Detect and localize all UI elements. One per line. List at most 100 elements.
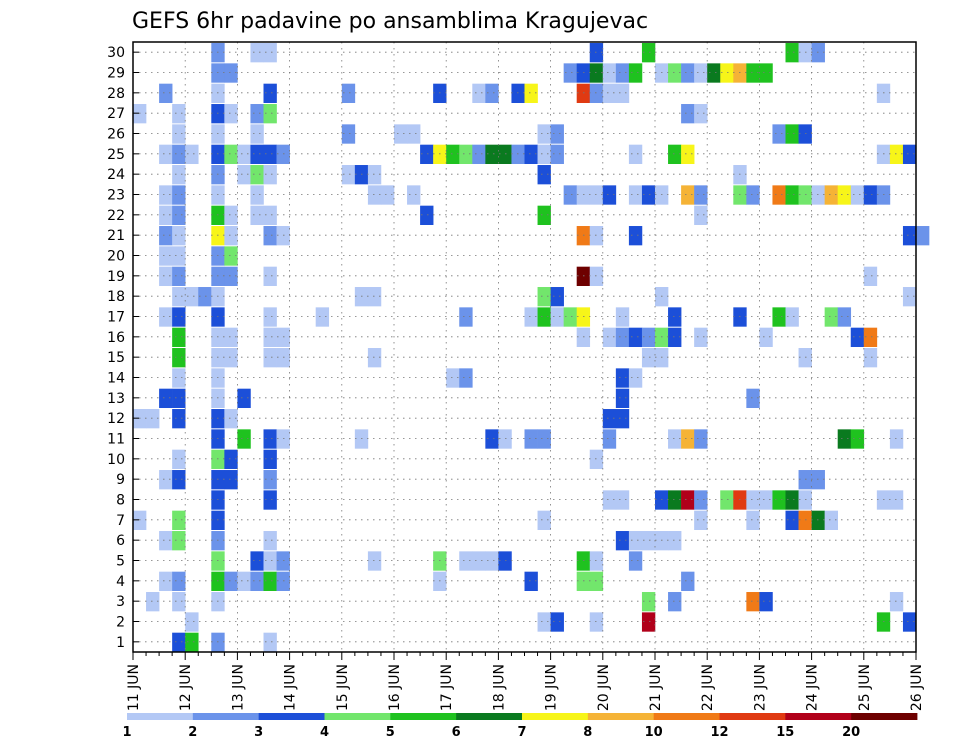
heatmap-cell [850, 185, 865, 205]
y-tick-label: 25 [107, 147, 125, 163]
heatmap-cell [707, 63, 721, 83]
heatmap-cell [615, 307, 630, 327]
heatmap-cell [902, 226, 917, 246]
heatmap-cell [563, 63, 577, 83]
heatmap-cell [159, 144, 173, 164]
heatmap-cell [354, 287, 369, 307]
heatmap-cell [759, 63, 773, 83]
heatmap-cell [655, 531, 669, 551]
heatmap-cell [263, 226, 277, 246]
colorbar-segment [456, 713, 523, 720]
heatmap-cell [185, 612, 199, 632]
colorbar-segment [851, 713, 918, 720]
y-tick-label: 24 [107, 167, 125, 183]
heatmap-cell [211, 307, 225, 327]
heatmap-cell [916, 226, 930, 246]
heatmap-cell [668, 429, 682, 449]
heatmap-cell [681, 429, 695, 449]
colorbar-label: 7 [517, 725, 526, 740]
heatmap-cell [276, 144, 290, 164]
heatmap-cell [276, 226, 290, 246]
heatmap-cell [211, 368, 225, 388]
heatmap-cell [224, 205, 238, 225]
heatmap-cell [537, 144, 551, 164]
x-tick-label: 15 JUN [335, 664, 351, 711]
heatmap-cell [159, 185, 173, 205]
colorbar-label: 2 [188, 725, 197, 740]
x-tick-label: 16 JUN [387, 664, 403, 711]
heatmap-cell [172, 185, 186, 205]
y-tick-label: 10 [107, 452, 125, 468]
heatmap-cell [133, 104, 147, 124]
heatmap-cell [824, 307, 838, 327]
heatmap-cell [211, 490, 225, 510]
heatmap-cell [146, 592, 160, 612]
heatmap-cell [433, 144, 447, 164]
heatmap-cell [537, 124, 551, 144]
heatmap-cell [628, 327, 643, 347]
heatmap-cell [459, 307, 473, 327]
heatmap-cell [524, 571, 538, 591]
colorbar-segment [324, 713, 391, 720]
heatmap-cell [211, 551, 225, 571]
heatmap-cell [641, 612, 656, 632]
colorbar-label: 1 [122, 725, 131, 740]
heatmap-cell [668, 490, 682, 510]
heatmap-cell [354, 429, 369, 449]
heatmap-cell [159, 83, 173, 103]
colorbar-segment [192, 713, 260, 720]
heatmap-cell [172, 144, 186, 164]
heatmap-cell [537, 429, 551, 449]
heatmap-cell [211, 592, 225, 612]
heatmap-cell [498, 429, 512, 449]
heatmap-cell [589, 612, 604, 632]
heatmap-cell [172, 632, 186, 652]
y-tick-label: 28 [107, 86, 125, 102]
heatmap-cell [863, 185, 878, 205]
heatmap-cell [159, 307, 173, 327]
heatmap-cell [159, 205, 173, 225]
heatmap-cell [576, 571, 591, 591]
heatmap-cell [655, 63, 669, 83]
heatmap-cell [785, 510, 799, 530]
y-tick-label: 17 [107, 310, 125, 326]
heatmap-cell [211, 226, 225, 246]
heatmap-cell [276, 551, 290, 571]
heatmap-cell [211, 83, 225, 103]
heatmap-cell [511, 144, 525, 164]
heatmap-cell [367, 348, 382, 368]
heatmap-cell [615, 388, 630, 408]
heatmap-cell [211, 449, 225, 469]
heatmap-cell [211, 571, 225, 591]
heatmap-cell [576, 266, 591, 286]
heatmap-cell [237, 571, 251, 591]
heatmap-cell [641, 43, 656, 63]
colorbar-label: 8 [583, 725, 592, 740]
heatmap-cell [211, 104, 225, 124]
heatmap-cell [694, 185, 708, 205]
heatmap-cell [276, 327, 290, 347]
heatmap-cell [876, 490, 891, 510]
heatmap-cell [172, 348, 186, 368]
heatmap-cell [550, 124, 564, 144]
heatmap-cell [172, 205, 186, 225]
heatmap-cell [589, 571, 604, 591]
heatmap-cell [681, 490, 695, 510]
heatmap-cell [250, 571, 264, 591]
heatmap-cell [641, 531, 656, 551]
heatmap-cell [615, 327, 630, 347]
heatmap-cell [563, 307, 577, 327]
heatmap-cell [537, 307, 551, 327]
heatmap-cell [746, 490, 760, 510]
heatmap-cell [224, 266, 238, 286]
heatmap-cell [263, 165, 277, 185]
x-axis: 11 JUN 12 JUN 13 JUN 14 JUN 15 JUN 16 JUN 17 J… [126, 652, 925, 711]
heatmap-cell [263, 490, 277, 510]
heatmap-cell [159, 470, 173, 490]
heatmap-cell [876, 144, 891, 164]
heatmap-cell [485, 83, 499, 103]
heatmap-cell [250, 551, 264, 571]
heatmap-cell [668, 144, 682, 164]
heatmap-cell [433, 83, 447, 103]
heatmap-cell [211, 205, 225, 225]
